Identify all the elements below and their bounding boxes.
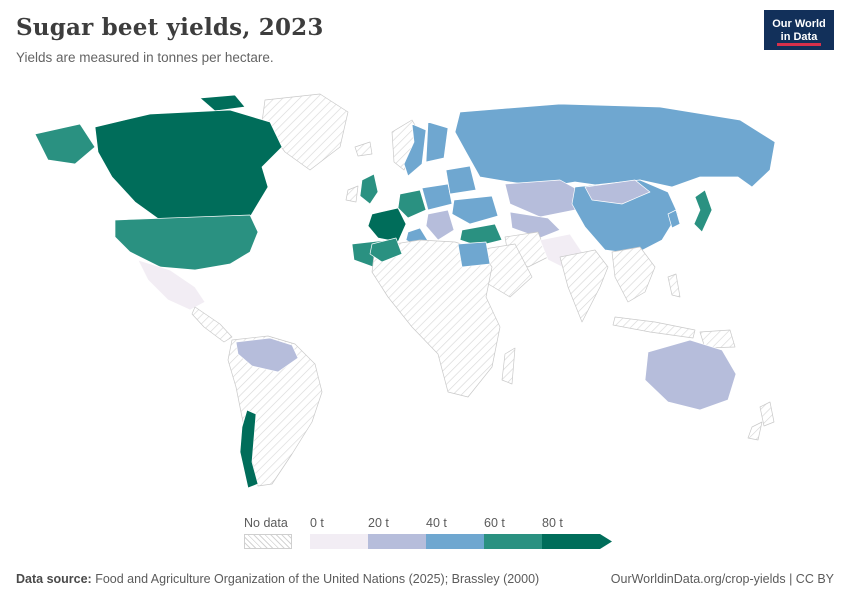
map-region-japan[interactable] <box>693 189 713 233</box>
legend-seg-80-plus[interactable] <box>542 534 612 549</box>
legend-tick-60: 60 t <box>484 516 505 530</box>
data-source-text: Data source: Food and Agriculture Organi… <box>16 572 539 586</box>
map-region-central-america[interactable] <box>191 306 233 343</box>
legend-color-bar: 0 t 20 t 40 t 60 t 80 t <box>310 516 612 549</box>
map-region-korea[interactable] <box>667 209 681 229</box>
owid-logo[interactable]: Our World in Data <box>764 10 834 50</box>
map-region-india[interactable] <box>559 249 609 323</box>
page-title: Sugar beet yields, 2023 <box>16 14 324 41</box>
legend-seg-0-20[interactable] <box>310 534 368 549</box>
world-map-svg <box>34 93 776 489</box>
map-region-iceland[interactable] <box>354 141 373 157</box>
data-source-label: Data source: <box>16 572 92 586</box>
page-subtitle: Yields are measured in tonnes per hectar… <box>16 50 274 65</box>
map-region-southeast-asia[interactable] <box>611 246 656 303</box>
map-region-australia[interactable] <box>644 339 737 411</box>
world-choropleth-map <box>0 92 850 504</box>
legend-no-data: No data <box>244 516 292 549</box>
map-region-uk[interactable] <box>359 173 379 205</box>
chart-header: Sugar beet yields, 2023 Yields are measu… <box>16 10 834 65</box>
chart-footer: Data source: Food and Agriculture Organi… <box>16 572 834 586</box>
map-region-kazakhstan[interactable] <box>504 179 583 218</box>
owid-cc-link[interactable]: OurWorldinData.org/crop-yields | CC BY <box>610 572 834 586</box>
map-region-madagascar[interactable] <box>501 347 516 385</box>
legend-tick-labels: 0 t 20 t 40 t 60 t 80 t <box>310 516 612 530</box>
legend-seg-60-80[interactable] <box>484 534 542 549</box>
data-source-value: Food and Agriculture Organization of the… <box>91 572 540 586</box>
map-region-philippines[interactable] <box>667 273 681 298</box>
map-region-ukraine[interactable] <box>451 195 499 225</box>
legend-tick-80: 80 t <box>542 516 563 530</box>
legend-no-data-swatch[interactable] <box>244 534 292 549</box>
map-region-chile[interactable] <box>239 409 259 489</box>
legend-tick-40: 40 t <box>426 516 447 530</box>
map-region-colombia-venezuela[interactable] <box>235 337 299 373</box>
map-region-belarus-baltics[interactable] <box>445 165 477 195</box>
map-region-mongolia[interactable] <box>584 179 651 205</box>
map-region-russia[interactable] <box>454 103 776 188</box>
map-region-central-asia[interactable] <box>509 211 561 239</box>
map-region-new-guinea[interactable] <box>699 329 736 349</box>
map-region-sweden[interactable] <box>403 123 427 177</box>
map-region-germany[interactable] <box>397 189 427 219</box>
map-region-canada[interactable] <box>94 109 283 223</box>
legend-seg-40-60[interactable] <box>426 534 484 549</box>
owid-logo-line2: in Data <box>780 30 818 43</box>
map-region-canada-arctic-islands[interactable] <box>199 94 246 112</box>
legend-no-data-label: No data <box>244 516 288 530</box>
map-region-egypt[interactable] <box>457 241 491 268</box>
map-region-new-zealand[interactable] <box>747 401 775 441</box>
map-region-indonesia[interactable] <box>612 316 696 339</box>
map-region-ireland[interactable] <box>345 185 359 203</box>
map-region-morocco[interactable] <box>369 237 403 263</box>
owid-logo-line1: Our World <box>772 17 826 30</box>
map-region-balkans[interactable] <box>425 209 455 241</box>
owid-logo-red-accent <box>777 43 821 46</box>
map-region-france[interactable] <box>367 207 407 243</box>
legend-seg-20-40[interactable] <box>368 534 426 549</box>
legend-color-segments <box>310 534 612 549</box>
map-region-turkey[interactable] <box>459 223 503 247</box>
map-region-central-europe[interactable] <box>421 183 453 211</box>
map-region-alaska[interactable] <box>34 123 96 165</box>
map-region-usa[interactable] <box>114 214 259 271</box>
legend-tick-20: 20 t <box>368 516 389 530</box>
map-region-finland[interactable] <box>425 121 449 163</box>
map-region-mexico[interactable] <box>137 259 206 311</box>
legend-tick-0: 0 t <box>310 516 324 530</box>
